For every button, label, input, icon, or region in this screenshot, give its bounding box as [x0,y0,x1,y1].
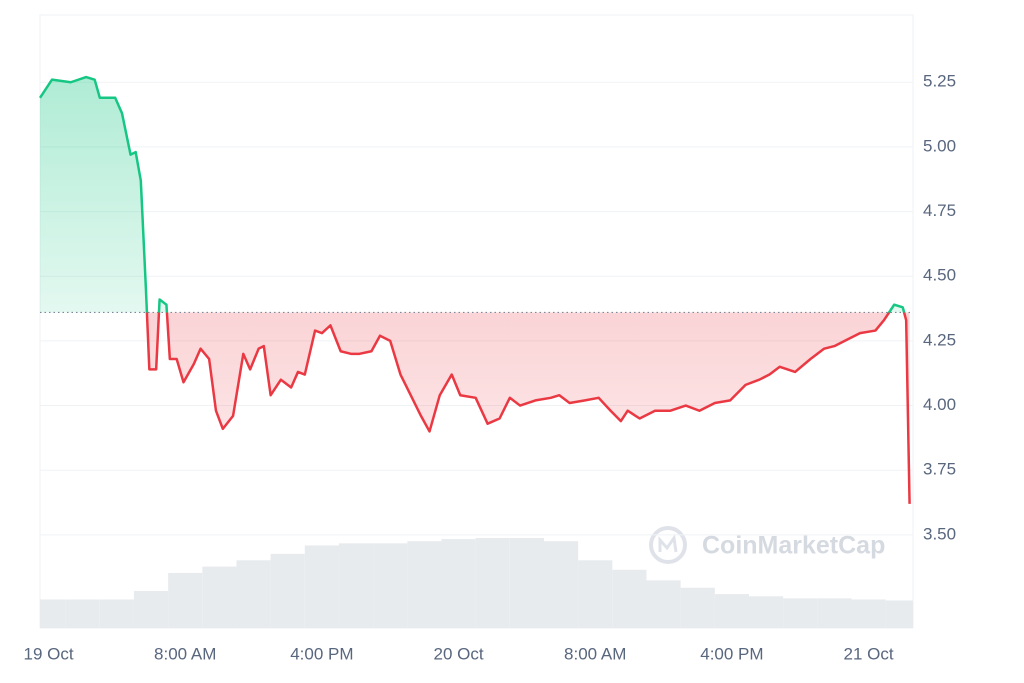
x-tick-label: 8:00 AM [154,644,216,663]
volume-bar [338,543,374,628]
volume-bar [65,599,100,628]
volume-bar [578,560,613,628]
volume-bar [270,553,305,628]
watermark-logo-mark [658,534,678,553]
watermark-text: CoinMarketCap [702,532,885,560]
volume-bar [851,599,886,628]
volume-bar [509,538,544,628]
x-tick-label: 4:00 PM [700,644,763,663]
volume-bar [817,598,852,628]
volume-bar [748,596,784,628]
x-tick-label: 21 Oct [844,644,894,663]
volume-bar [441,539,476,628]
y-tick-label: 4.00 [923,395,956,414]
x-tick-label: 19 Oct [23,644,73,663]
volume-bar [373,543,408,628]
y-tick-label: 3.50 [923,524,956,543]
x-tick-label: 4:00 PM [290,644,353,663]
volume-bar [99,599,134,628]
volume-bar [236,560,271,628]
y-tick-label: 4.50 [923,266,956,285]
volume-bar [168,572,203,628]
price-line [38,75,911,504]
volume-bar [133,590,169,628]
x-tick-label: 8:00 AM [564,644,626,663]
volume-bar [407,541,442,628]
volume-bar [680,587,715,628]
volume-bar [543,541,579,628]
volume-bar [612,569,647,628]
volume-bar [475,538,510,628]
volume-bar [885,600,913,628]
y-tick-label: 3.75 [923,460,956,479]
watermark: CoinMarketCap [649,526,885,564]
volume-bar [783,598,818,628]
volume-bar [714,594,749,628]
price-area [40,77,910,504]
volume-bar [646,580,681,628]
y-tick-label: 4.75 [923,201,956,220]
volume-bar [202,566,237,628]
y-tick-label: 5.25 [923,72,956,91]
y-tick-label: 5.00 [923,136,956,155]
x-tick-label: 20 Oct [434,644,484,663]
watermark-logo [649,526,687,564]
y-tick-label: 4.25 [923,330,956,349]
volume-bar [40,599,66,628]
volume-bar [304,545,339,628]
